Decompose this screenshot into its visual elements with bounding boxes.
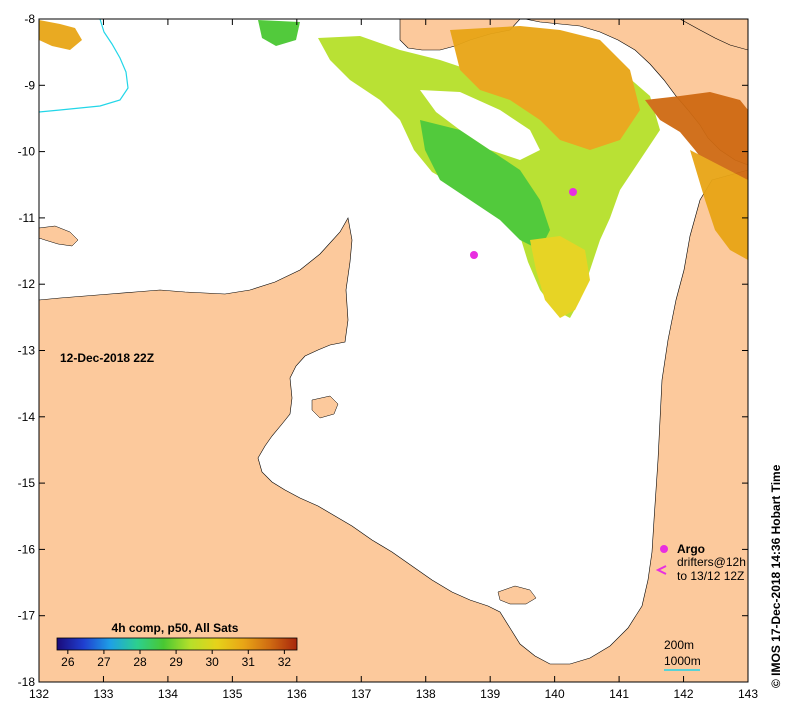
x-tick-label: 134 — [158, 687, 178, 701]
x-tick-label: 142 — [674, 687, 694, 701]
colorbar-tick-label: 28 — [133, 655, 147, 669]
argo-float-2 — [569, 188, 577, 196]
drifter-legend-line1: drifters@12h — [677, 555, 746, 569]
argo-legend-label: Argo — [677, 542, 705, 556]
x-tick-label: 139 — [480, 687, 500, 701]
colorbar-tick-label: 27 — [97, 655, 111, 669]
sea-gap — [420, 90, 540, 160]
x-tick-label: 133 — [93, 687, 113, 701]
y-tick-label: -14 — [18, 410, 36, 424]
colorbar-scale — [56, 637, 298, 651]
sst-patch-top-left — [39, 20, 82, 50]
colorbar-tick-label: 29 — [169, 655, 183, 669]
x-tick-label: 136 — [287, 687, 307, 701]
argo-float-1 — [470, 251, 478, 259]
x-tick-label: 140 — [545, 687, 565, 701]
colorbar-tick-label: 30 — [206, 655, 220, 669]
argo-markers — [470, 188, 577, 259]
y-tick-label: -15 — [18, 476, 36, 490]
contour-1000m-label: 1000m — [664, 654, 701, 668]
latitude-axis: -8 -9 -10 -11 -12 -13 -14 -15 -16 -17 -18 — [18, 12, 748, 689]
sst-patch-green — [420, 120, 550, 250]
legend: Argo drifters@12h to 13/12 12Z 200m 1000… — [655, 542, 746, 671]
argo-legend-icon — [660, 545, 668, 553]
credit-text: © IMOS 17-Dec-2018 14:36 Hobart Time — [769, 464, 783, 688]
new-guinea-east-land — [679, 19, 748, 51]
x-tick-label: 137 — [351, 687, 371, 701]
sst-patch-north-warm — [450, 26, 640, 150]
y-tick-label: -17 — [18, 609, 36, 623]
y-tick-label: -18 — [18, 675, 36, 689]
map-plot-area — [39, 19, 748, 682]
longitude-axis: 132 133 134 135 136 137 138 139 140 141 142 143 — [29, 19, 758, 701]
colorbar-tick-label: 31 — [242, 655, 256, 669]
colorbar: 4h comp, p50, All Sats 26 27 28 29 30 31 32 — [56, 621, 298, 669]
sst-patch-west-island — [258, 20, 300, 46]
y-tick-label: -16 — [18, 542, 36, 556]
y-tick-label: -12 — [18, 277, 36, 291]
colorbar-tick-label: 32 — [278, 655, 292, 669]
sst-patch-south-lobe — [530, 236, 590, 318]
colorbar-tick-label: 26 — [61, 655, 75, 669]
y-tick-label: -13 — [18, 344, 36, 358]
y-tick-label: -9 — [24, 78, 35, 92]
drifter-legend-icon — [655, 565, 667, 575]
date-label: 12-Dec-2018 22Z — [60, 351, 154, 365]
sst-data-layer — [39, 20, 748, 318]
contour-200m-label: 200m — [664, 638, 694, 652]
y-tick-label: -10 — [18, 145, 36, 159]
island-mid — [311, 395, 339, 419]
y-tick-label: -8 — [24, 12, 35, 26]
x-tick-label: 132 — [29, 687, 49, 701]
x-tick-label: 143 — [738, 687, 758, 701]
colorbar-ticks: 26 27 28 29 30 31 32 — [61, 650, 291, 669]
x-tick-label: 138 — [416, 687, 436, 701]
sst-patch-east-orange — [690, 150, 748, 260]
island-west — [39, 225, 79, 247]
drifter-legend-line2: to 13/12 12Z — [677, 569, 744, 583]
y-tick-label: -11 — [19, 211, 36, 225]
x-tick-label: 141 — [609, 687, 629, 701]
colorbar-title: 4h comp, p50, All Sats — [112, 621, 239, 635]
island-south — [497, 585, 537, 605]
northern-territory-land — [39, 169, 748, 682]
bathymetry-contour — [39, 19, 129, 113]
x-tick-label: 135 — [222, 687, 242, 701]
